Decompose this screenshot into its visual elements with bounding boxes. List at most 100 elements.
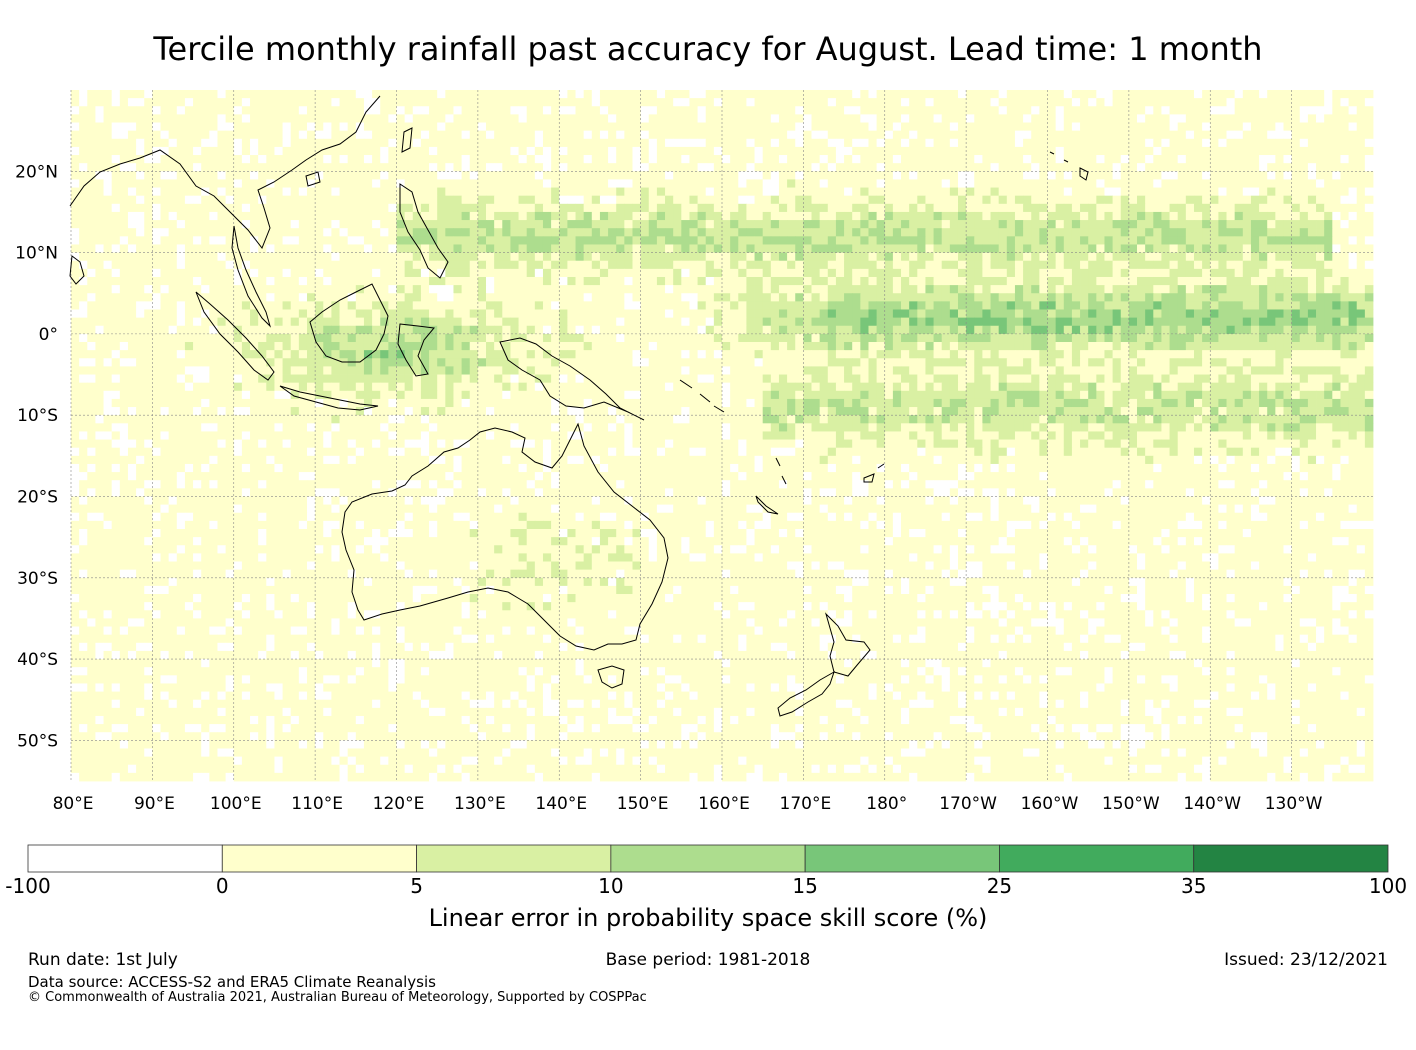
skill-cell — [1047, 260, 1057, 270]
skill-cell — [103, 244, 113, 253]
skill-cell — [477, 228, 487, 237]
skill-cell — [608, 252, 617, 262]
skill-cell — [298, 146, 308, 156]
skill-cell — [1080, 276, 1089, 286]
skill-cell — [990, 333, 1000, 343]
skill-cell — [583, 244, 593, 253]
skill-cell — [420, 203, 430, 213]
skill-cell — [787, 236, 796, 245]
skill-cell — [477, 317, 487, 327]
skill-cell — [941, 228, 951, 237]
skill-cell — [388, 98, 397, 107]
skill-cell — [1128, 309, 1138, 319]
skill-cell — [575, 252, 585, 262]
skill-cell — [372, 163, 381, 172]
skill-cell — [1283, 163, 1293, 172]
skill-cell — [1177, 285, 1187, 294]
skill-cell — [282, 276, 292, 286]
skill-cell — [1088, 309, 1097, 319]
skill-cell — [1071, 301, 1081, 310]
skill-cell — [437, 179, 446, 188]
skill-cell — [306, 90, 316, 99]
skill-cell — [266, 333, 275, 343]
skill-cell — [1161, 236, 1170, 245]
skill-cell — [803, 333, 812, 343]
skill-cell — [884, 146, 894, 156]
skill-cell — [713, 211, 723, 221]
skill-cell — [608, 301, 617, 310]
skill-cell — [665, 171, 674, 180]
skill-cell — [290, 211, 300, 221]
skill-cell — [608, 195, 617, 205]
skill-cell — [681, 325, 690, 335]
skill-cell — [1234, 90, 1244, 99]
skill-cell — [71, 220, 80, 229]
skill-cell — [1145, 309, 1154, 319]
skill-cell — [79, 244, 88, 253]
skill-cell — [1218, 220, 1227, 229]
skill-cell — [1169, 187, 1179, 197]
skill-cell — [1340, 268, 1349, 278]
skill-cell — [1364, 268, 1374, 278]
skill-cell — [1096, 285, 1105, 294]
skill-cell — [746, 179, 755, 188]
skill-cell — [119, 122, 129, 132]
skill-cell — [176, 90, 186, 99]
skill-cell — [697, 220, 707, 229]
skill-cell — [933, 276, 943, 286]
skill-cell — [787, 244, 796, 253]
skill-cell — [884, 285, 894, 294]
skill-cell — [599, 203, 609, 213]
skill-cell — [1128, 333, 1138, 343]
skill-cell — [1299, 195, 1309, 205]
skill-cell — [258, 220, 267, 229]
skill-cell — [79, 130, 88, 140]
skill-cell — [396, 106, 406, 115]
skill-cell — [315, 325, 324, 335]
skill-cell — [250, 114, 259, 123]
skill-cell — [339, 342, 349, 351]
skill-cell — [681, 260, 690, 270]
skill-cell — [1226, 211, 1236, 221]
skill-cell — [1210, 236, 1219, 245]
skill-cell — [1104, 114, 1113, 123]
skill-cell — [274, 130, 283, 140]
skill-cell — [697, 325, 707, 335]
skill-cell — [1031, 309, 1040, 319]
skill-cell — [323, 285, 332, 294]
skill-cell — [1267, 325, 1276, 335]
skill-cell — [363, 146, 373, 156]
skill-cell — [640, 211, 650, 221]
skill-cell — [1332, 203, 1341, 213]
skill-cell — [1161, 163, 1170, 172]
skill-cell — [1071, 268, 1081, 278]
skill-cell — [404, 155, 414, 164]
skill-cell — [778, 163, 788, 172]
skill-cell — [306, 301, 316, 310]
skill-cell — [681, 276, 690, 286]
skill-cell — [1202, 309, 1211, 319]
skill-cell — [616, 130, 625, 140]
skill-cell — [933, 163, 943, 172]
skill-cell — [811, 293, 821, 302]
skill-cell — [331, 342, 340, 351]
skill-cell — [624, 179, 633, 188]
skill-cell — [1364, 195, 1374, 205]
skill-cell — [176, 106, 186, 115]
skill-cell — [795, 260, 804, 270]
skill-cell — [1226, 268, 1236, 278]
skill-cell — [949, 122, 959, 132]
skill-cell — [697, 146, 707, 156]
skill-cell — [1088, 301, 1097, 310]
skill-cell — [372, 268, 381, 278]
skill-cell — [705, 220, 715, 229]
skill-cell — [160, 114, 170, 123]
skill-cell — [1014, 301, 1024, 310]
skill-cell — [827, 260, 837, 270]
skill-cell — [1177, 244, 1187, 253]
skill-cell — [79, 333, 88, 343]
skill-cell — [941, 244, 951, 253]
skill-cell — [892, 130, 902, 140]
skill-cell — [111, 228, 121, 237]
skill-cell — [819, 309, 829, 319]
